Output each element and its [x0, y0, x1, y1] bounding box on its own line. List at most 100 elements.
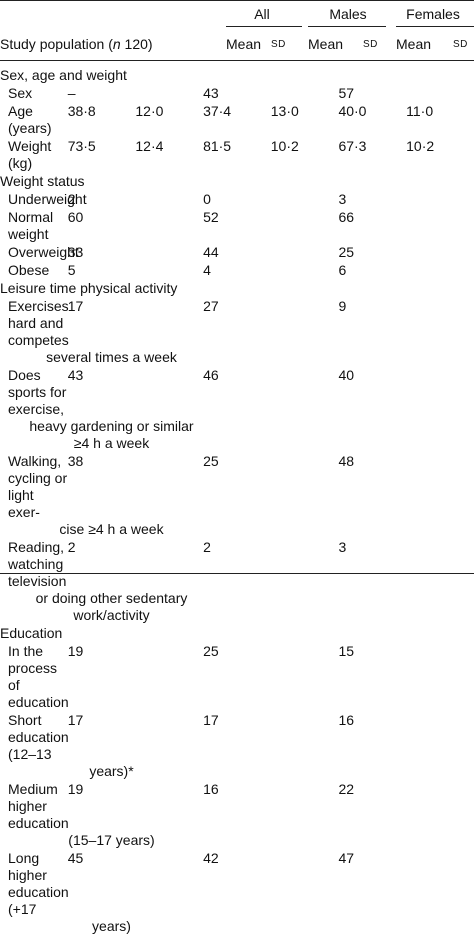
all-mean-cell: 19 [67, 643, 84, 659]
group-underline-all [226, 26, 302, 27]
row-label: Weight (kg) [8, 138, 52, 171]
males-sd-cell [271, 191, 339, 209]
population-label-prefix: Study population ( [0, 36, 113, 52]
males-mean-cell: 46 [203, 367, 219, 383]
females-mean-cell: 40 [338, 367, 355, 383]
females-mean-cell: 47 [338, 850, 355, 866]
column-header-row: Study population (n 120) Mean SD Mean SD… [0, 34, 474, 54]
all-sd-cell [135, 209, 203, 244]
table-row: Sex – 43 57 [0, 85, 474, 103]
all-mean-cell: 2 [67, 191, 76, 207]
all-mean-cell: 60 [67, 209, 84, 225]
females-sd-cell [406, 367, 474, 453]
males-mean-cell: 81·5 [203, 138, 232, 154]
females-sd-cell [406, 453, 474, 539]
males-mean-cell: 25 [203, 643, 219, 659]
row-label-line: Exercises hard and competes [8, 298, 69, 348]
row-label-line: In the process of education [8, 643, 69, 710]
males-mean-cell: 4 [203, 262, 211, 278]
females-mean-cell: 40·0 [338, 103, 367, 119]
row-label: Medium higher education (15–17 years) [0, 781, 155, 850]
table-row: Reading, watching television or doing oth… [0, 539, 474, 625]
row-label-line: Does sports for exercise, [8, 367, 67, 417]
row-label: Short education (12–13 years)* [0, 712, 134, 781]
males-mean-cell: 37·4 [203, 103, 232, 119]
females-mean-cell: 3 [338, 539, 347, 555]
table-row: Long higher education (+17 years) 45 42 47 [0, 850, 474, 936]
section-title: Sex, age and weight [0, 67, 127, 83]
males-mean-cell: 42 [203, 850, 219, 866]
table-row: In the process of education 19 25 15 [0, 643, 474, 712]
females-mean-cell: 3 [338, 191, 347, 207]
table-row: Weight (kg) 73·5 12·4 81·5 10·2 67·3 10·2 [0, 138, 474, 173]
males-sd-cell [271, 850, 339, 936]
row-label-line: Walking, cycling or light exer- [8, 453, 68, 520]
females-mean-cell: 48 [338, 453, 355, 469]
females-sd-cell [406, 643, 474, 712]
row-label-line: heavy gardening or similar [29, 418, 194, 434]
group-underline-males [308, 26, 386, 27]
row-label: Overweight [8, 244, 79, 260]
all-sd-cell [135, 643, 203, 712]
group-header-females: Females [406, 6, 460, 22]
row-label-line: cise ≥4 h a week [59, 521, 164, 537]
population-label-suffix: 120) [120, 36, 153, 52]
row-label: Exercises hard and competes several times… [0, 298, 177, 367]
row-label-line: Short education (12–13 [8, 712, 69, 762]
all-mean-header: Mean [226, 36, 262, 52]
all-sd-cell: 12·0 [135, 103, 164, 119]
table-row: Exercises hard and competes several times… [0, 298, 474, 367]
males-sd-cell [271, 262, 339, 280]
females-mean-cell: 25 [338, 244, 355, 260]
females-sd-cell: 11·0 [406, 103, 434, 119]
females-sd-cell [406, 262, 474, 280]
top-rule [0, 0, 474, 1]
all-mean-cell: 17 [67, 298, 84, 314]
males-sd-cell [271, 367, 339, 453]
table-row: Age (years) 38·8 12·0 37·4 13·0 40·0 11·0 [0, 103, 474, 138]
row-label: Age (years) [8, 103, 52, 136]
row-label: In the process of education [0, 643, 69, 712]
row-label: Walking, cycling or light exer-cise ≥4 h… [0, 453, 164, 539]
section-row: Leisure time physical activity [0, 280, 474, 298]
table-row: Medium higher education (15–17 years) 19 16… [0, 781, 474, 850]
population-label-n: n [112, 36, 121, 52]
row-label-line: Long higher education (+17 [8, 850, 69, 917]
all-mean-cell: 5 [67, 262, 76, 278]
males-sd-cell: 13·0 [270, 103, 299, 119]
females-sd-cell [406, 539, 474, 625]
row-label-line: ≥4 h a week [73, 435, 150, 451]
all-mean-cell: 2 [67, 539, 76, 555]
row-label: Sex [8, 85, 33, 101]
all-sd-cell [135, 191, 203, 209]
all-sd-cell [135, 850, 203, 936]
all-sd-cell [135, 85, 203, 103]
females-mean-cell: 15 [338, 643, 355, 659]
table-row: Underweight 2 0 3 [0, 191, 474, 209]
females-mean-cell: 9 [338, 298, 347, 314]
males-mean-cell: 16 [203, 781, 219, 797]
all-mean-cell: 73·5 [67, 138, 96, 154]
table-row: Does sports for exercise, heavy gardening… [0, 367, 474, 453]
row-label: Underweight [8, 191, 87, 207]
males-sd-cell [271, 643, 339, 712]
females-sd-cell [406, 712, 474, 781]
females-mean-cell: 57 [338, 85, 355, 101]
females-mean-cell: 16 [338, 712, 355, 728]
row-label-line: several times a week [46, 349, 177, 365]
row-label-line: Medium higher education [8, 781, 69, 831]
row-label: Reading, watching television or doing oth… [0, 539, 187, 625]
all-mean-cell: – [67, 85, 76, 101]
females-mean-cell: 22 [338, 781, 355, 797]
females-mean-cell: 6 [338, 262, 347, 278]
row-label: Normal weight [8, 209, 54, 242]
table-row: Obese 5 4 6 [0, 262, 474, 280]
all-sd-cell [135, 262, 203, 280]
bottom-rule [0, 573, 474, 574]
females-sd-cell [406, 191, 474, 209]
females-sd-cell [406, 781, 474, 850]
females-sd-cell [406, 209, 474, 244]
section-title: Weight status [0, 173, 85, 189]
section-row: Weight status [0, 173, 474, 191]
